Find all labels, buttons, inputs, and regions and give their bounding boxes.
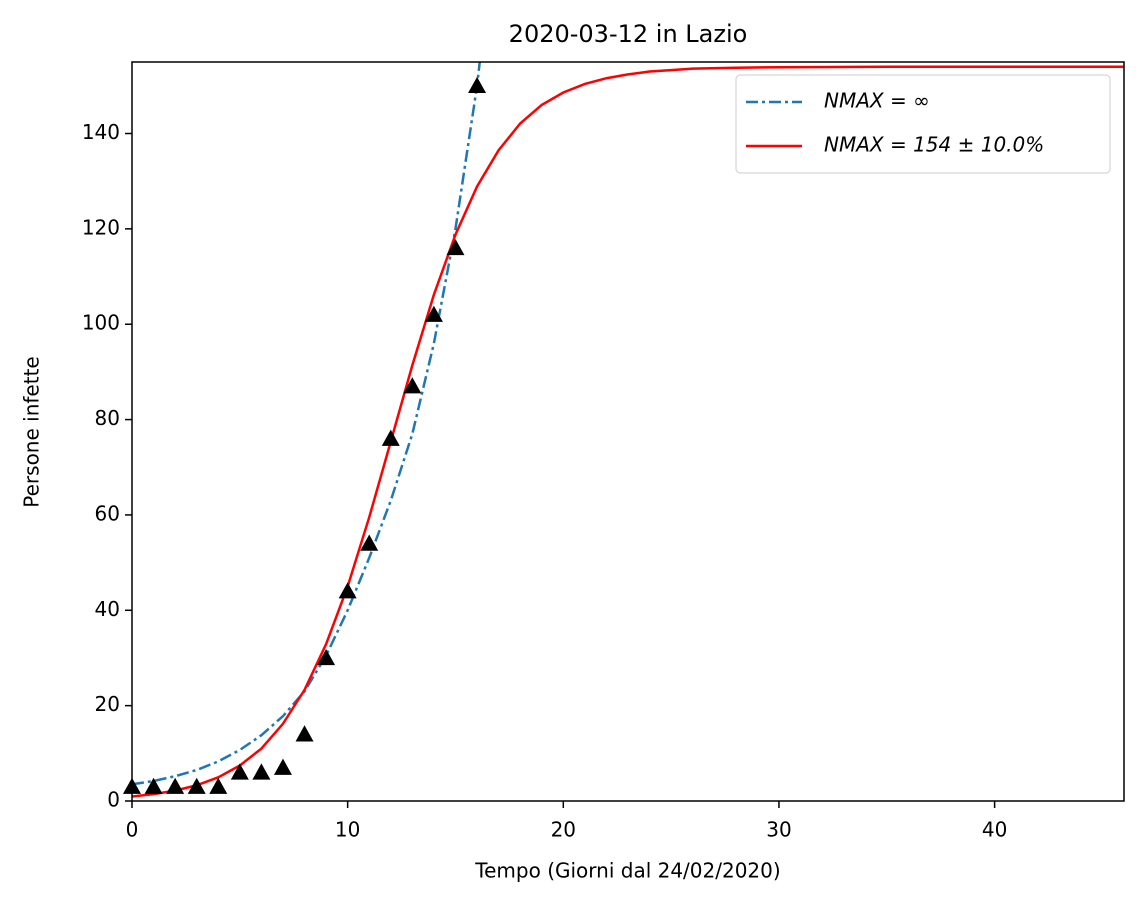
data-point <box>252 763 271 780</box>
data-point <box>295 725 314 742</box>
legend-label: NMAX = 154 ± 10.0% <box>824 133 1044 157</box>
data-point <box>338 582 357 599</box>
data-point <box>424 305 443 322</box>
y-tick-label: 140 <box>82 120 120 144</box>
data-point <box>230 763 249 780</box>
data-point <box>187 777 206 794</box>
y-tick-label: 20 <box>95 692 120 716</box>
data-point <box>209 777 228 794</box>
data-point <box>273 758 292 775</box>
y-tick-label: 100 <box>82 311 120 335</box>
x-tick-label: 30 <box>766 818 791 842</box>
y-tick-label: 60 <box>95 501 120 525</box>
y-tick-label: 0 <box>107 788 120 812</box>
y-axis-label: Persone infette <box>20 356 44 507</box>
legend-box <box>735 74 1111 174</box>
plot-area <box>132 62 1124 798</box>
data-point <box>144 777 163 794</box>
x-tick-label: 20 <box>551 818 576 842</box>
data-point <box>317 648 336 666</box>
x-tick-label: 40 <box>982 818 1007 842</box>
x-tick-label: 0 <box>126 818 139 842</box>
axes-frame <box>131 61 1125 802</box>
line-series <box>132 65 1124 798</box>
data-point <box>360 534 379 551</box>
legend-label: NMAX = ∞ <box>824 89 930 113</box>
x-tick-label: 10 <box>335 818 360 842</box>
data-point <box>403 377 422 394</box>
line-series <box>132 62 481 786</box>
data-point <box>123 777 141 794</box>
y-tick-label: 80 <box>95 406 120 430</box>
y-tick-label: 40 <box>95 597 120 621</box>
chart-title: 2020-03-12 in Lazio <box>509 20 748 48</box>
data-point <box>446 238 465 256</box>
y-tick-label: 120 <box>82 215 120 239</box>
data-point <box>468 76 487 94</box>
x-axis-label: Tempo (Giorni dal 24/02/2020) <box>474 859 780 883</box>
data-point <box>381 429 400 446</box>
data-point <box>166 777 185 794</box>
